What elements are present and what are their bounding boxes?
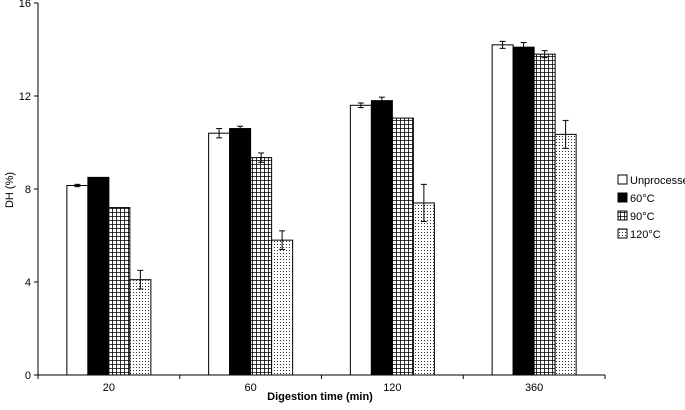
bar: [108, 207, 131, 376]
y-tick-label: 8: [25, 184, 31, 196]
legend-swatch: [617, 210, 628, 221]
y-axis-label: DH (%): [4, 172, 16, 208]
x-tick-label: 360: [525, 382, 543, 394]
legend-swatch: [617, 192, 628, 203]
y-tick-label: 16: [19, 0, 31, 10]
bar: [491, 44, 514, 376]
legend-label: 60°C: [630, 193, 655, 205]
bar: [229, 128, 252, 376]
bar: [250, 157, 273, 376]
legend-swatch: [617, 228, 628, 239]
y-tick-label: 12: [19, 91, 31, 103]
bar: [412, 202, 435, 376]
bar: [87, 176, 110, 376]
bar: [533, 53, 556, 376]
legend-swatch: [617, 174, 628, 185]
x-tick-label: 20: [103, 382, 115, 394]
legend-label: Unprocessed: [630, 175, 685, 187]
legend-label: 90°C: [630, 211, 655, 223]
bar: [271, 239, 294, 376]
x-tick-label: 60: [245, 382, 257, 394]
bar: [512, 46, 535, 376]
x-axis-label: Digestion time (min): [267, 391, 373, 403]
bar: [129, 279, 152, 376]
y-tick-label: 0: [25, 370, 31, 382]
bar: [208, 132, 231, 376]
x-tick-label: 120: [383, 382, 401, 394]
legend-label: 120°C: [630, 229, 661, 241]
y-tick-label: 4: [25, 277, 31, 289]
bar: [554, 133, 577, 376]
bar: [66, 185, 89, 376]
bar: [391, 117, 414, 376]
bar: [349, 104, 372, 376]
bar: [370, 100, 393, 376]
